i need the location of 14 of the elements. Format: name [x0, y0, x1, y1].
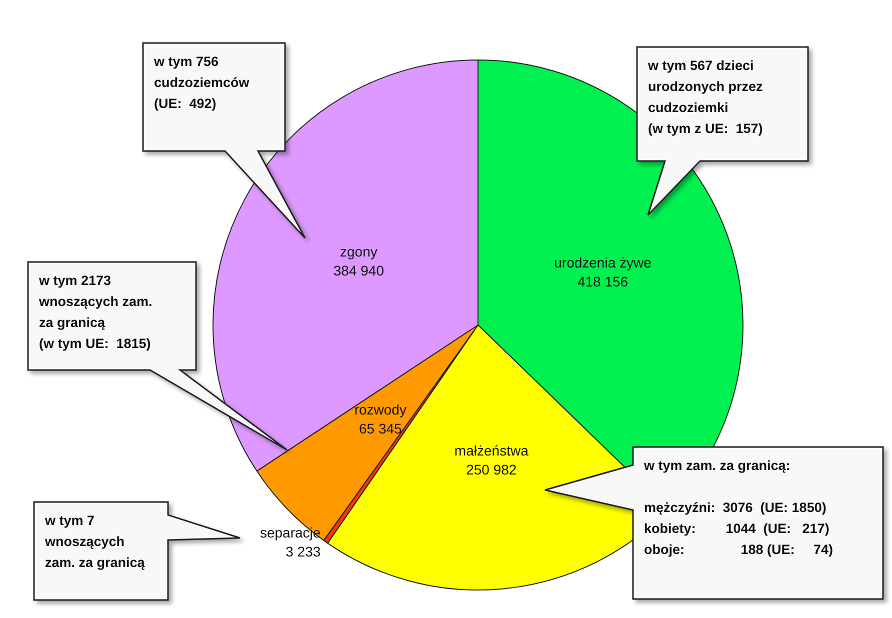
slice-label: zgony: [340, 243, 378, 260]
text: w tym 2173 wnoszących zam. za granicą (w tym UE: 1815): [38, 272, 154, 353]
slice-label: rozwody: [354, 401, 406, 418]
data-label: 384 940: [333, 262, 384, 278]
data-label: 65 345: [358, 420, 402, 436]
data-label: 250 982: [466, 461, 517, 478]
text: w tym 7 wnoszących zam. za granicą: [44, 512, 146, 572]
slice-label: małżeństwa: [454, 442, 529, 458]
text: w tym 756 cudzoziemców (UE: 492): [153, 53, 250, 113]
data-label: 418 156: [577, 274, 628, 290]
text: w tym 567 dzieci urodzonych przez cudzoziemki (w tym z UE: 157): [647, 57, 764, 138]
data-label: 3 233: [286, 543, 321, 560]
slice-label: urodzenia żywe: [554, 254, 652, 271]
text: w tym zam. za granicą: mężczyźni: 3076 (UE: 1850) kobiety: 1044 (UE: 217) oboje: 188 (UE: 74): [644, 458, 834, 557]
